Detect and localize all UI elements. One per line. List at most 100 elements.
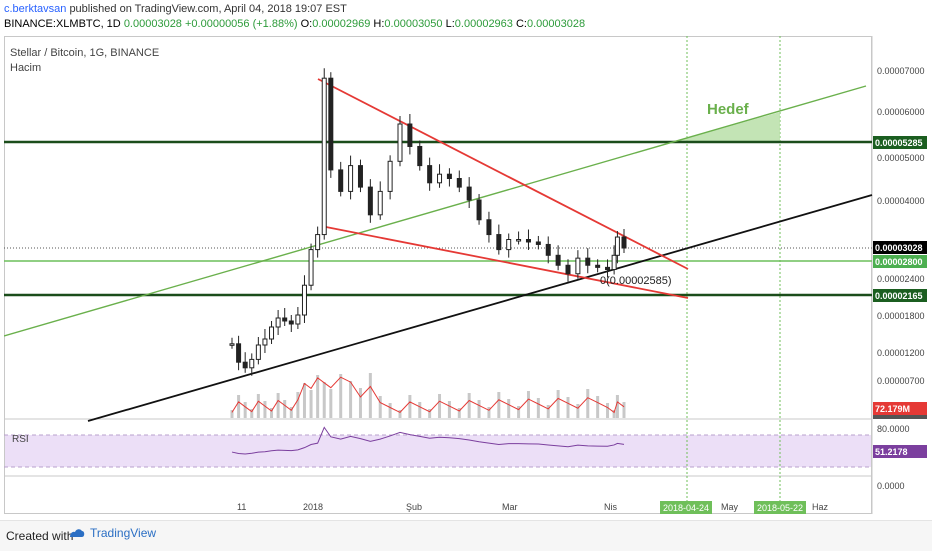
candle [407, 123, 413, 147]
volume-bar [612, 410, 616, 418]
y-tick: 0.00001800 [877, 311, 925, 321]
candle [387, 160, 393, 192]
candle [328, 77, 334, 171]
volume-bar [428, 409, 432, 418]
candle [446, 173, 452, 179]
red-lower-wedge-line [325, 226, 689, 299]
chart-border [4, 36, 872, 514]
volume-bar [263, 401, 267, 418]
candle [555, 254, 561, 266]
candle [535, 241, 541, 245]
x-tick: Haz [812, 502, 829, 512]
candle [315, 234, 321, 251]
x-date-badge-1-text: 2018-04-24 [663, 503, 709, 513]
candle [516, 239, 522, 242]
badge-rsi-text: 51.2178 [875, 447, 908, 457]
candle [236, 343, 242, 363]
badge-volume-text: 72.179M [875, 404, 910, 414]
volume-bar [576, 404, 580, 418]
x-tick: Şub [406, 502, 422, 512]
close-value: 0.00003028 [526, 18, 586, 30]
volume-bar [622, 402, 626, 418]
volume-bar [270, 408, 274, 418]
candle [397, 123, 403, 162]
price-chart[interactable]: Stellar / Bitcoin, 1G, BINANCE Hacim RSI… [3, 36, 928, 516]
candle [456, 178, 462, 188]
volume-bar [368, 373, 372, 418]
volume-bar [497, 392, 501, 418]
tradingview-brand-link[interactable]: TradingView [68, 526, 156, 540]
chart-title: Stellar / Bitcoin, 1G, BINANCE [10, 47, 159, 59]
last-price: 0.00003028 [123, 18, 182, 30]
high-label: H: [373, 18, 385, 30]
candle [525, 239, 531, 243]
symbol-label: BINANCE:XLMBTC, 1D [4, 18, 121, 30]
badge-low-support-text: 0.00002165 [875, 291, 923, 301]
x-date-badge-2 [754, 501, 806, 514]
green-trend-line [3, 85, 867, 337]
candle [506, 239, 512, 251]
badge-resistance [873, 136, 927, 149]
badge-rsi [873, 445, 927, 458]
y-tick: 0.00007000 [877, 66, 925, 76]
y-tick: 0.00006000 [877, 107, 925, 117]
candle [357, 165, 363, 188]
volume-bar [378, 396, 382, 418]
candle [377, 190, 383, 216]
volume-bar [418, 402, 422, 418]
candle [288, 320, 294, 325]
volume-bar [546, 405, 550, 418]
volume-bar [256, 394, 260, 418]
low-label: L: [445, 18, 455, 30]
volume-bar [358, 388, 362, 418]
y-tick: 0.00000700 [877, 376, 925, 386]
ohlc-line: BINANCE:XLMBTC, 1D 0.00003028 +0.0000005… [4, 18, 585, 30]
volume-bar [289, 407, 293, 418]
fib-annotation: 0(0.00002585) [600, 275, 672, 287]
footer-bar: Created with TradingView [0, 520, 932, 551]
candle [249, 358, 255, 369]
volume-bar [457, 408, 461, 418]
low-value: 0.00002963 [454, 18, 513, 30]
volume-label: Hacim [10, 62, 41, 74]
candle [295, 314, 301, 325]
black-trend-line [87, 194, 873, 422]
price-change: +0.00000056 (+1.88%) [185, 18, 298, 30]
candle [565, 264, 571, 275]
candle [229, 343, 235, 346]
y-tick: 0.00001200 [877, 348, 925, 358]
volume-bar [586, 389, 590, 418]
target-annotation: Hedef [707, 101, 750, 118]
badge-last-text: 0.00003028 [875, 243, 923, 253]
x-date-badge-2-text: 2018-05-22 [757, 503, 803, 513]
volume-bar [398, 410, 402, 418]
open-label: O: [300, 18, 313, 30]
close-label: C: [515, 18, 527, 30]
volume-bar [526, 391, 530, 418]
volume-bar [302, 383, 306, 418]
published-text: published on TradingView.com, April 04, … [69, 3, 347, 15]
volume-bar [296, 392, 300, 418]
x-tick: Nis [604, 502, 617, 512]
badge-support [873, 255, 927, 268]
volume-bar [507, 399, 511, 418]
x-tick: 2018 [303, 502, 323, 512]
candle [585, 257, 591, 266]
volume-bar [243, 402, 247, 418]
chart-frame[interactable]: Stellar / Bitcoin, 1G, BINANCE Hacim RSI… [3, 36, 928, 516]
candle [621, 236, 627, 249]
rsi-tick: 0.0000 [877, 481, 905, 491]
volume-bar [438, 394, 442, 418]
brand-label: TradingView [90, 526, 157, 540]
volume-bar [237, 395, 241, 418]
author-link[interactable]: c.berktavsan [4, 3, 67, 15]
badge-low-support [873, 289, 927, 302]
rsi-tick: 80.0000 [877, 424, 910, 434]
volume-bar [283, 400, 287, 418]
volume-bar [349, 381, 353, 418]
candle [269, 326, 275, 340]
volume-bar [517, 406, 521, 418]
candle [367, 186, 373, 216]
volume-bar [615, 395, 619, 418]
rsi-label: RSI [12, 434, 29, 445]
